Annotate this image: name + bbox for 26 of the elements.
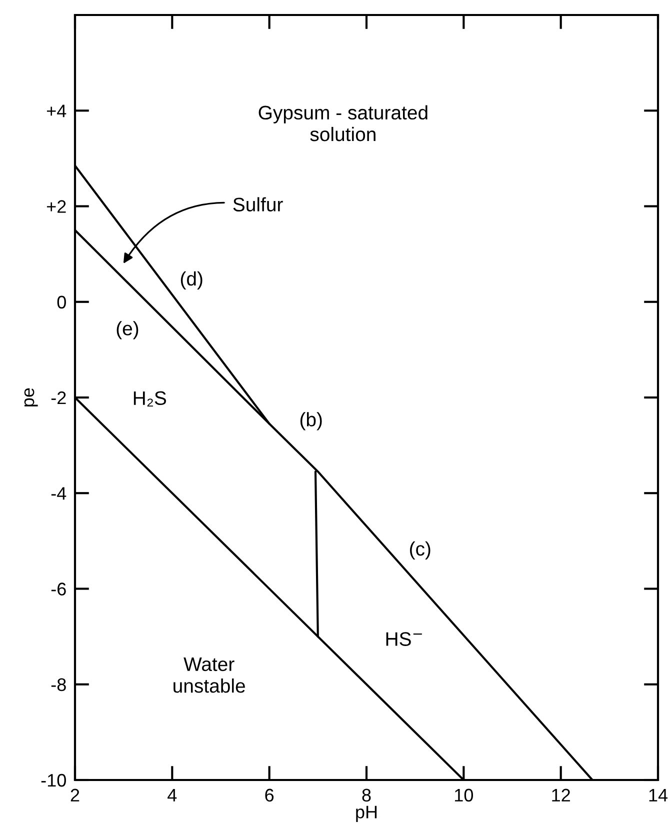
x-tick-label: 2	[70, 788, 80, 802]
annotation: H₂S	[134, 391, 166, 406]
annotation: (d)	[180, 271, 202, 290]
y-tick-label: -10	[41, 774, 66, 787]
x-tick-label: 12	[552, 788, 570, 802]
y-tick-label: +4	[46, 104, 66, 118]
annotation: (b)	[300, 412, 322, 430]
annotation: Water unstable	[174, 658, 245, 693]
annotation: (c)	[410, 541, 430, 560]
annotation: Gypsum - saturated solution	[258, 105, 428, 142]
y-tick-label: -6	[51, 582, 66, 596]
x-axis-title: pH	[356, 806, 377, 822]
annotation: (e)	[116, 321, 138, 340]
y-tick-label: -2	[51, 391, 66, 404]
y-tick-label: -8	[51, 678, 66, 692]
y-tick-label: 0	[57, 296, 66, 309]
x-tick-label: 10	[455, 788, 474, 802]
x-tick-label: 8	[362, 788, 371, 802]
y-tick-label: -4	[51, 487, 66, 500]
x-tick-label: 6	[265, 788, 274, 802]
annotation: Sulfur	[233, 197, 283, 212]
annotation: HS$^{−}$	[386, 632, 422, 646]
y-tick-label: +2	[46, 200, 66, 213]
y-axis-title: pe	[24, 388, 38, 406]
x-tick-label: 4	[168, 788, 177, 802]
x-tick-label: 14	[649, 788, 668, 802]
